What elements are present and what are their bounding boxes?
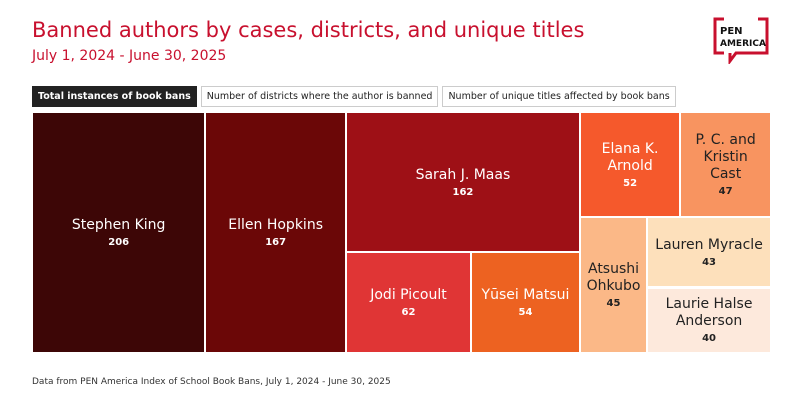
tile: Ellen Hopkins 167 — [205, 112, 346, 353]
value-label: 54 — [518, 307, 533, 319]
treemap: Stephen King 206 Ellen Hopkins 167 Sarah J. … — [32, 112, 771, 353]
tile: Laurie Halse Anderson 40 — [647, 287, 771, 353]
tile-label: P. C. and Kristin Cast — [695, 132, 756, 183]
source-note: Data from PEN America Index of School Bo… — [32, 377, 391, 387]
value-label: 47 — [718, 186, 733, 198]
tile-label: Lauren Myracle — [655, 236, 763, 253]
tile-label: Laurie Halse Anderson — [665, 296, 753, 330]
logo-text: AMERICA — [720, 39, 766, 49]
tile-label: Elana K. Arnold — [601, 140, 659, 174]
tab-bar: Total instances of book bans Number of di… — [32, 86, 676, 107]
tile: Yūsei Matsui 54 — [471, 252, 580, 353]
tile: Sarah J. Maas 162 — [345, 112, 580, 253]
tile: Atsushi Ohkubo 45 — [579, 217, 648, 353]
value-label: 206 — [108, 237, 130, 248]
value-label: 52 — [623, 177, 638, 189]
value-label: 162 — [452, 186, 474, 198]
tile: Lauren Myracle 43 — [647, 217, 771, 288]
tile: Jodi Picoult 62 — [345, 252, 471, 353]
value-label: 43 — [702, 256, 716, 268]
value-label: 167 — [265, 237, 287, 248]
tile-label: Yūsei Matsui — [481, 287, 570, 304]
chart-title: Banned authors by cases, districts, and … — [32, 18, 585, 42]
tab[interactable]: Total instances of book bans — [32, 86, 197, 107]
tile-label: Sarah J. Maas — [415, 166, 511, 183]
tab[interactable]: Number of districts where the author is … — [200, 86, 439, 107]
tab[interactable]: Number of unique titles affected by book… — [442, 86, 676, 107]
tile-label: Stephen King — [71, 217, 166, 233]
tile-label: Ellen Hopkins — [228, 217, 323, 233]
value-label: 62 — [401, 307, 416, 319]
tile-label: Jodi Picoult — [370, 287, 447, 304]
value-label: 40 — [702, 333, 716, 345]
tile: P. C. and Kristin Cast 47 — [680, 112, 771, 218]
tile: Elana K. Arnold 52 — [579, 112, 681, 218]
tile-label: Atsushi Ohkubo — [586, 261, 641, 295]
logo-frame — [713, 17, 769, 64]
chart-subtitle: July 1, 2024 - June 30, 2025 — [32, 48, 227, 64]
tile: Stephen King 206 — [32, 112, 206, 353]
logo-text: PEN — [720, 26, 743, 37]
value-label: 45 — [606, 298, 621, 310]
logo: PEN AMERICA — [713, 17, 769, 64]
